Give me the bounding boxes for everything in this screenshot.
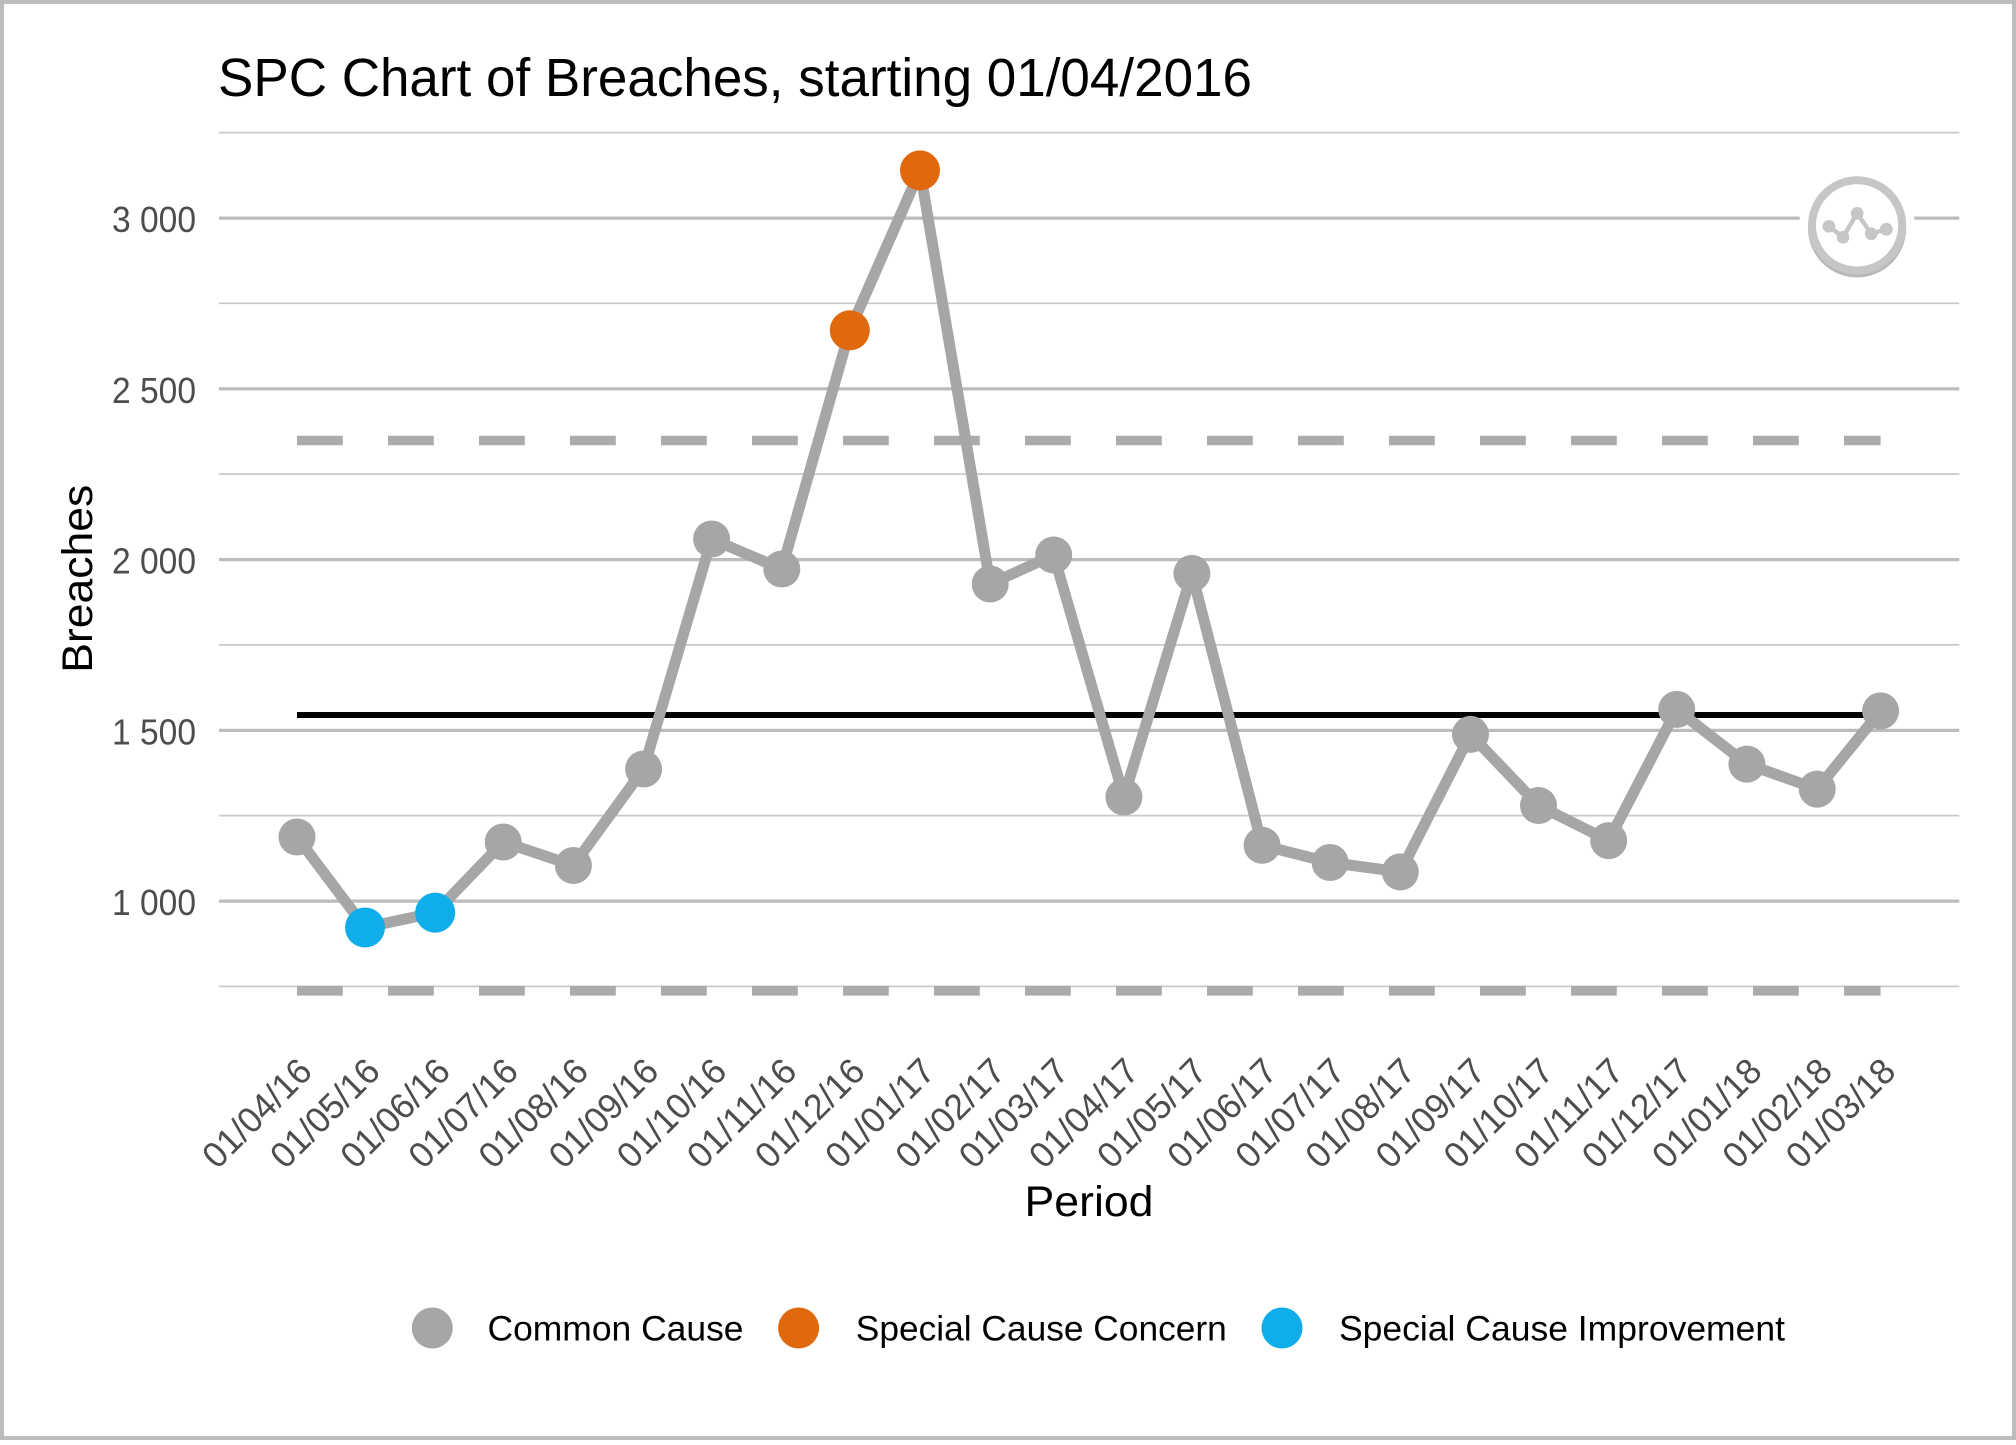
svg-text:Breaches: Breaches (54, 485, 102, 673)
svg-text:2 500: 2 500 (112, 370, 196, 411)
svg-text:Special Cause Improvement: Special Cause Improvement (1339, 1310, 1785, 1349)
svg-text:Common Cause: Common Cause (488, 1310, 744, 1349)
svg-text:3 000: 3 000 (112, 199, 196, 240)
svg-text:1 500: 1 500 (112, 711, 196, 752)
svg-text:SPC Chart of Breaches, startin: SPC Chart of Breaches, starting 01/04/20… (218, 48, 1252, 108)
svg-text:2 000: 2 000 (112, 541, 196, 582)
svg-text:Period: Period (1025, 1178, 1154, 1226)
svg-text:Special Cause Concern: Special Cause Concern (856, 1310, 1227, 1349)
svg-text:1 000: 1 000 (112, 882, 196, 923)
